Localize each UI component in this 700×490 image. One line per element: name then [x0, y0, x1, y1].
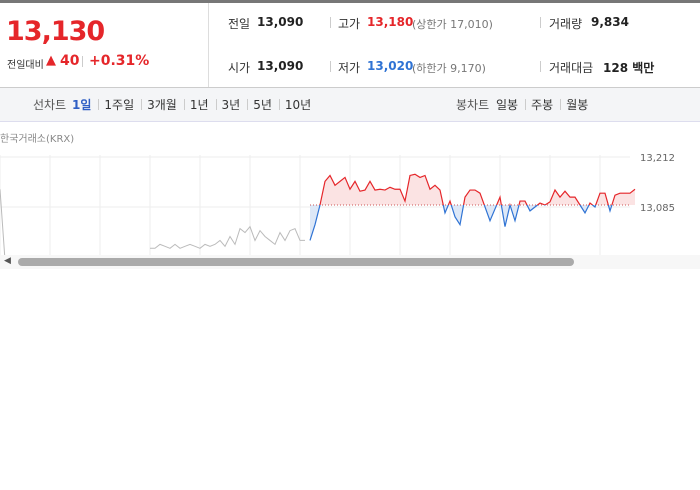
stat-label: 시가	[228, 61, 251, 75]
stat-label: 거래대금	[549, 61, 594, 75]
separator	[330, 17, 331, 28]
tab[interactable]: 5년	[253, 98, 272, 112]
stat-value: 128 백만	[603, 61, 655, 75]
separator	[98, 99, 100, 110]
stat-value: 13,090	[257, 15, 304, 29]
line	[309, 173, 636, 241]
y-tick-label: 13,212	[640, 153, 675, 164]
tab-group-label: 선차트	[33, 98, 67, 112]
separator	[540, 61, 541, 72]
tab[interactable]: 3년	[221, 98, 241, 112]
stat-value: 13,090	[257, 59, 304, 73]
separator	[215, 99, 217, 110]
source: 한국거래소(KRX)	[0, 134, 75, 145]
scroll-left[interactable]: ◀	[4, 256, 11, 266]
top-border	[0, 0, 700, 3]
stat-label: 전일	[228, 17, 251, 31]
separator	[183, 99, 185, 110]
separator	[330, 61, 331, 72]
price: 13,130	[6, 16, 105, 47]
stat-value: 9,834	[591, 15, 629, 29]
change: 40	[60, 53, 80, 69]
y-tick-label: 13,085	[640, 203, 675, 214]
separator	[560, 99, 562, 110]
scrollbar-thumb[interactable]	[18, 258, 574, 266]
tab[interactable]: 1일	[72, 98, 92, 112]
tab[interactable]: 일봉	[496, 98, 519, 112]
up-icon: ▲	[46, 53, 56, 68]
tab[interactable]: 3개월	[147, 98, 177, 112]
separator	[525, 99, 527, 110]
tab[interactable]: 1년	[189, 98, 209, 112]
stat-note: (상한가 17,010)	[412, 18, 493, 31]
stat-label: 거래량	[549, 17, 583, 31]
tab[interactable]: 10년	[284, 98, 312, 112]
divider	[208, 3, 209, 88]
change-pct: +0.31%	[89, 53, 150, 69]
stat-value: 13,180	[367, 15, 414, 29]
tab[interactable]: 1주일	[104, 98, 135, 112]
change-label: 전일대비	[7, 60, 44, 71]
line	[0, 189, 305, 255]
stat-note: (하한가 9,170)	[412, 62, 486, 75]
separator	[540, 17, 541, 28]
separator	[247, 99, 249, 110]
tab-group-label: 봉차트	[456, 98, 490, 112]
tab-bar	[0, 87, 700, 122]
tab[interactable]: 주봉	[531, 98, 554, 112]
stat-value: 13,020	[367, 59, 414, 73]
stat-label: 고가	[338, 17, 361, 31]
chart: 13,212 13,085	[0, 153, 675, 255]
separator	[141, 99, 143, 110]
tab[interactable]: 월봉	[566, 98, 589, 112]
separator	[278, 99, 280, 110]
area	[310, 174, 635, 241]
stat-label: 저가	[338, 61, 361, 75]
separator	[82, 56, 83, 67]
